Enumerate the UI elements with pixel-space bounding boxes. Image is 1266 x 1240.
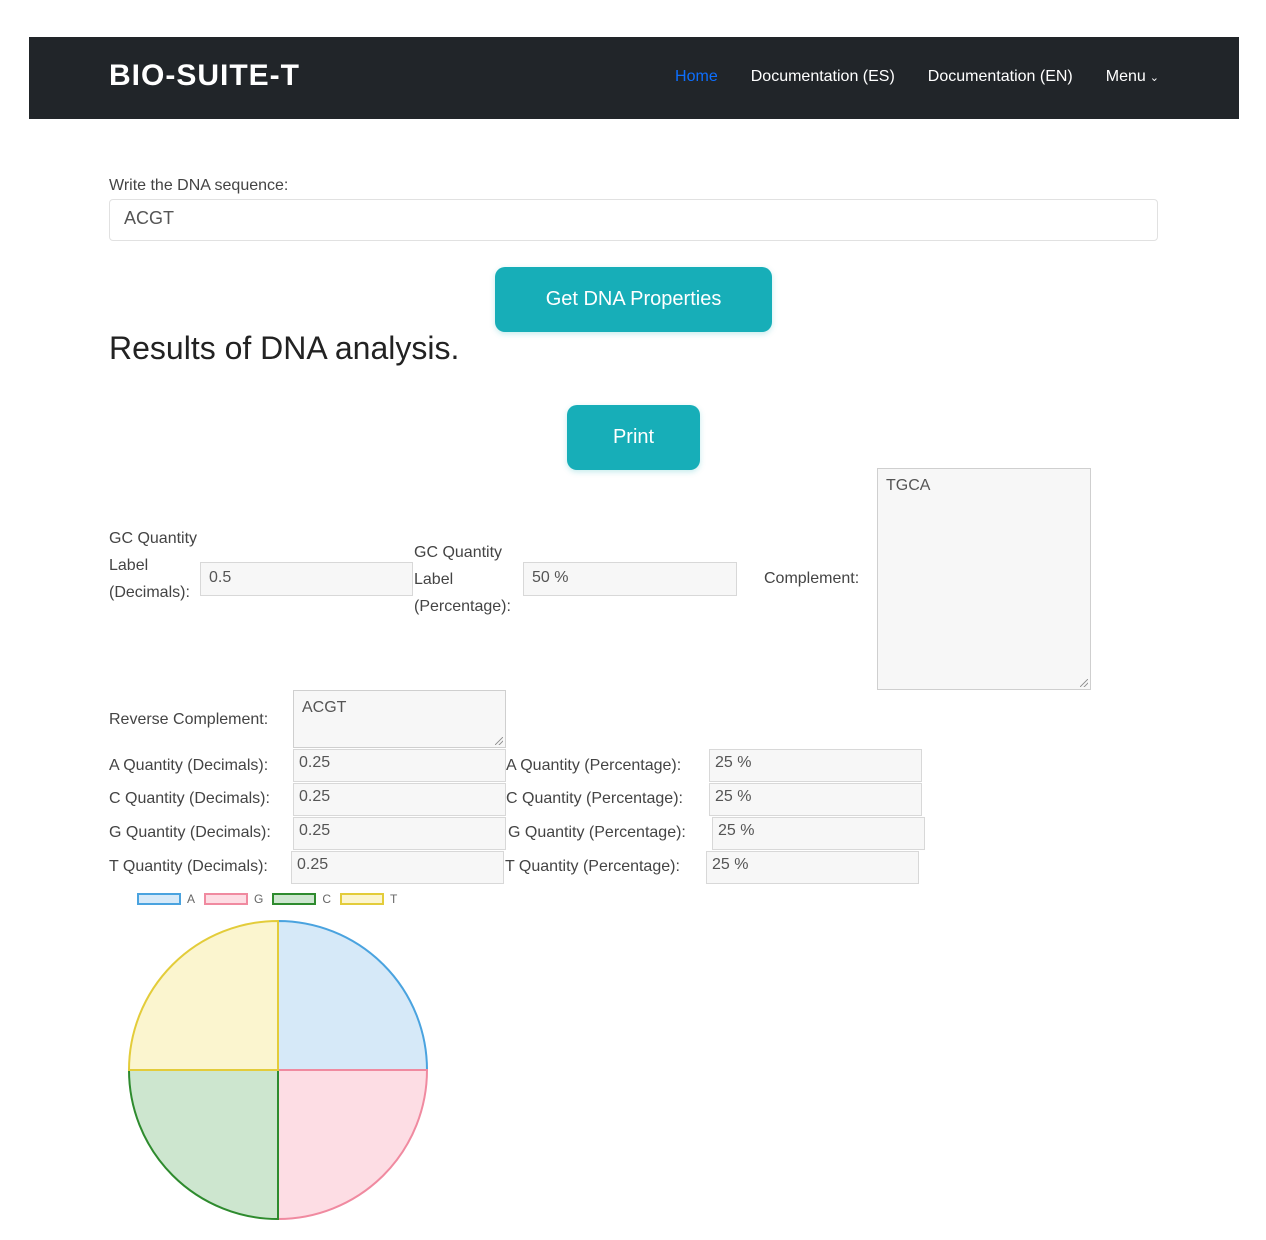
gc-decimals-label: GC Quantity Label (Decimals): (109, 530, 198, 601)
legend-label-t: T (390, 892, 398, 906)
top-navbar: BIO-SUITE-T Home Documentation (ES) Docu… (29, 37, 1239, 119)
resize-handle-icon[interactable] (495, 737, 503, 745)
results-heading: Results of DNA analysis. (109, 330, 460, 366)
nav-links: Home Documentation (ES) Documentation (E… (675, 68, 1159, 86)
a-decimals-field[interactable]: 0.25 (293, 749, 506, 782)
a-percentage-label: A Quantity (Percentage): (506, 757, 682, 774)
brand-logo[interactable]: BIO-SUITE-T (109, 59, 300, 92)
resize-handle-icon[interactable] (1080, 679, 1088, 687)
nav-menu-label: Menu (1105, 68, 1146, 85)
c-percentage-field[interactable]: 25 % (709, 783, 922, 816)
reverse-complement-textarea[interactable]: ACGT (293, 690, 506, 748)
complement-textarea[interactable]: TGCA (877, 468, 1091, 690)
legend-label-a: A (187, 892, 196, 906)
nav-home[interactable]: Home (675, 68, 718, 85)
reverse-complement-value: ACGT (302, 699, 347, 716)
legend-label-g: G (254, 892, 264, 906)
pie-slice-c[interactable] (127, 1069, 279, 1221)
nucleotide-pie-chart (127, 919, 429, 1221)
nav-menu-dropdown[interactable]: Menu ⌄ (1106, 68, 1159, 86)
c-decimals-field[interactable]: 0.25 (293, 783, 506, 816)
t-decimals-label: T Quantity (Decimals): (109, 858, 268, 875)
g-percentage-field[interactable]: 25 % (712, 817, 925, 850)
pie-slice-t[interactable] (127, 919, 279, 1071)
get-dna-properties-button[interactable]: Get DNA Properties (495, 267, 772, 332)
gc-decimals-field[interactable]: 0.5 (200, 562, 413, 596)
g-decimals-field[interactable]: 0.25 (293, 817, 506, 850)
legend-item-t[interactable]: T (340, 892, 397, 906)
g-percentage-label: G Quantity (Percentage): (508, 824, 686, 841)
t-decimals-field[interactable]: 0.25 (291, 851, 504, 884)
nav-documentation-es[interactable]: Documentation (ES) (750, 68, 895, 85)
c-percentage-label: C Quantity (Percentage): (506, 790, 683, 807)
legend-swatch-c (272, 893, 317, 905)
a-decimals-label: A Quantity (Decimals): (109, 757, 269, 774)
pie-slice-a[interactable] (277, 919, 429, 1071)
legend-item-c[interactable]: C (272, 892, 331, 906)
legend-swatch-a (137, 893, 181, 905)
c-decimals-label: C Quantity (Decimals): (109, 790, 270, 807)
nav-documentation-en[interactable]: Documentation (EN) (927, 68, 1073, 85)
chevron-down-icon: ⌄ (1149, 72, 1159, 84)
t-percentage-field[interactable]: 25 % (706, 851, 919, 884)
legend-label-c: C (322, 892, 332, 906)
g-decimals-label: G Quantity (Decimals): (109, 824, 271, 841)
a-percentage-field[interactable]: 25 % (709, 749, 922, 782)
legend-item-g[interactable]: G (204, 892, 263, 906)
legend-swatch-t (340, 893, 385, 905)
legend-item-a[interactable]: A (137, 892, 195, 906)
legend-swatch-g (204, 893, 249, 905)
gc-percentage-label: GC Quantity Label (Percentage): (414, 544, 511, 615)
complement-label: Complement: (764, 570, 860, 587)
complement-value: TGCA (886, 477, 931, 494)
gc-percentage-field[interactable]: 50 % (523, 562, 737, 596)
dna-sequence-input[interactable]: ACGT (109, 199, 1158, 241)
pie-slice-g[interactable] (277, 1069, 429, 1221)
print-button[interactable]: Print (567, 405, 700, 470)
t-percentage-label: T Quantity (Percentage): (505, 858, 680, 875)
reverse-complement-label: Reverse Complement: (109, 711, 269, 728)
sequence-label: Write the DNA sequence: (109, 177, 289, 194)
